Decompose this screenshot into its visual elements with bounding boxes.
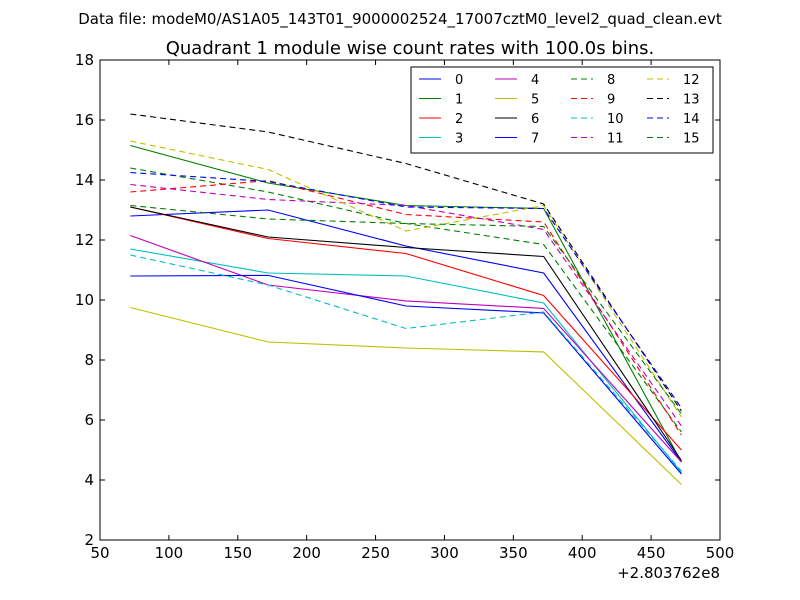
x-tick-label: 200 <box>292 544 321 562</box>
legend-label-13: 13 <box>683 93 700 108</box>
x-tick-label: 300 <box>430 544 459 562</box>
y-tick-label: 12 <box>75 231 94 249</box>
legend-label-7: 7 <box>531 132 539 147</box>
y-tick-label: 18 <box>75 51 94 69</box>
series-line-5 <box>130 306 682 485</box>
series-line-15 <box>130 204 682 415</box>
legend-label-9: 9 <box>607 93 615 108</box>
series-line-0 <box>130 209 682 463</box>
y-tick-label: 14 <box>75 171 94 189</box>
legend-label-8: 8 <box>607 73 615 88</box>
x-tick-label: 100 <box>155 544 184 562</box>
chart-title: Quadrant 1 module wise count rates with … <box>166 38 655 59</box>
x-tick-label: 400 <box>568 544 597 562</box>
x-tick-label: 250 <box>361 544 390 562</box>
series-line-13 <box>130 113 682 412</box>
legend-label-5: 5 <box>531 93 539 108</box>
axis-ticks: 50 100 150 200 250 300 350 400 450 50024681012141… <box>75 51 734 562</box>
x-tick-label: 50 <box>90 544 109 562</box>
y-tick-label: 8 <box>84 351 94 369</box>
series-lines <box>130 113 682 485</box>
legend-label-12: 12 <box>683 73 700 88</box>
series-line-7 <box>130 274 682 475</box>
series-line-12 <box>130 140 682 418</box>
legend-label-2: 2 <box>455 112 463 127</box>
legend-label-14: 14 <box>683 112 700 127</box>
x-tick-label: 500 <box>706 544 735 562</box>
legend-box <box>410 66 714 154</box>
legend-label-15: 15 <box>683 132 700 147</box>
legend-label-6: 6 <box>531 112 539 127</box>
series-line-10 <box>130 254 682 472</box>
x-tick-label: 350 <box>499 544 528 562</box>
y-tick-label: 10 <box>75 291 94 309</box>
x-tick-label: 450 <box>637 544 666 562</box>
legend-label-10: 10 <box>607 112 624 127</box>
series-line-2 <box>130 206 682 451</box>
legend-label-0: 0 <box>455 73 463 88</box>
legend-label-4: 4 <box>531 73 539 88</box>
series-line-4 <box>130 234 682 463</box>
plot-border <box>99 59 721 541</box>
x-axis-offset-label: +2.803762e8 <box>617 564 720 582</box>
series-line-11 <box>130 183 682 427</box>
y-tick-label: 6 <box>84 411 94 429</box>
y-tick-label: 4 <box>84 471 94 489</box>
series-line-9 <box>130 180 682 436</box>
series-line-14 <box>130 171 682 409</box>
y-tick-label: 2 <box>84 531 94 549</box>
series-line-6 <box>130 206 682 461</box>
legend-label-11: 11 <box>607 132 624 147</box>
y-tick-label: 16 <box>75 111 94 129</box>
chart-suptitle: Data file: modeM0/AS1A05_143T01_90000025… <box>78 10 722 29</box>
x-tick-label: 150 <box>223 544 252 562</box>
legend-label-3: 3 <box>455 132 463 147</box>
legend-label-1: 1 <box>455 93 463 108</box>
